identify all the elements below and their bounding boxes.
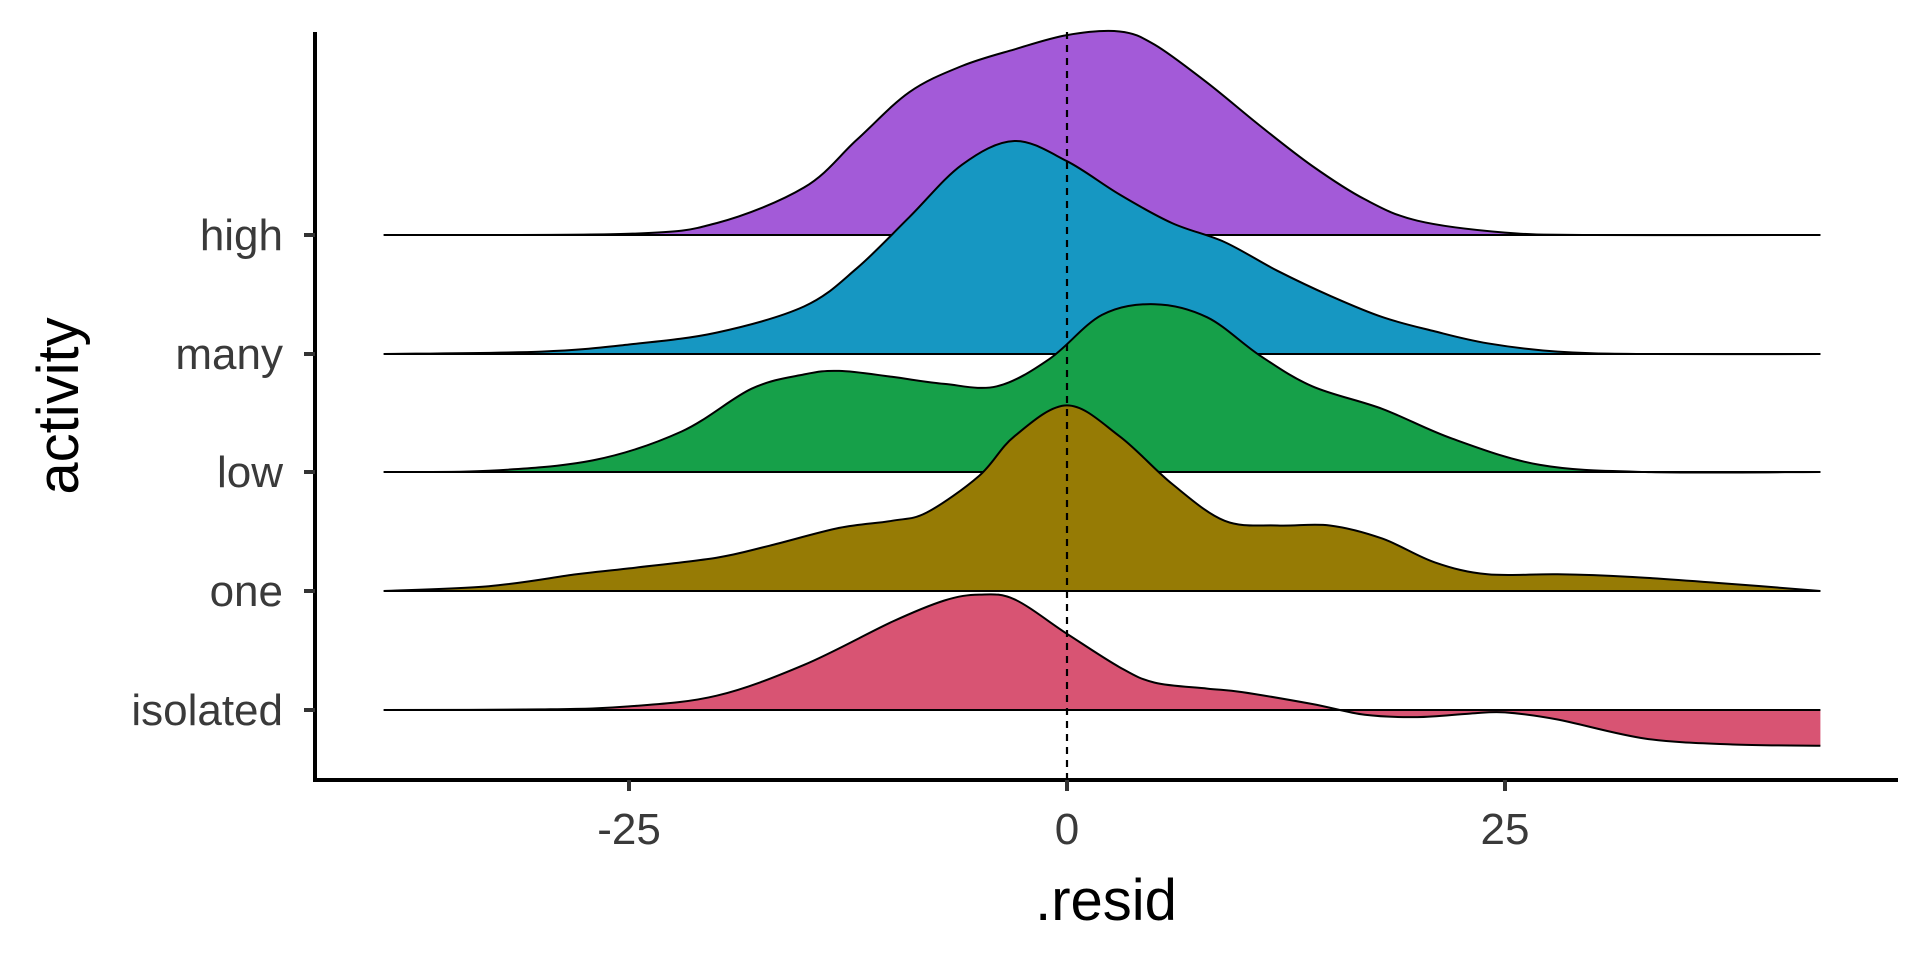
y-tick-label-one: one <box>210 567 283 616</box>
ridge-one <box>383 404 1821 592</box>
ridge-outline-low <box>383 303 1821 474</box>
ridge-outline-isolated <box>383 593 1821 747</box>
ridge-fill-one <box>383 405 1821 591</box>
ridge-fill-isolated <box>383 594 1821 746</box>
ridge-outline-one <box>383 404 1821 592</box>
x-ticks-layer: -25 0 25 <box>597 780 1529 854</box>
x-tick-label-25: 25 <box>1481 805 1530 854</box>
ridge-outline-high <box>383 29 1821 237</box>
y-tick-label-many: many <box>175 330 283 379</box>
ridge-outline-many <box>383 139 1821 356</box>
ridge-isolated <box>383 593 1821 747</box>
y-ticks-layer: isolated one low many high <box>131 211 315 735</box>
ridge-fill-low <box>383 304 1821 473</box>
ridge-fill-many <box>383 140 1821 355</box>
axes-layer <box>313 32 1898 782</box>
y-axis-title: activity <box>26 317 91 494</box>
ridges-layer <box>383 29 1821 747</box>
y-tick-label-low: low <box>217 448 283 497</box>
x-axis-title: .resid <box>1035 868 1177 933</box>
x-tick-label--25: -25 <box>597 805 661 854</box>
y-tick-label-high: high <box>200 211 283 260</box>
y-tick-label-isolated: isolated <box>131 686 283 735</box>
x-tick-label-0: 0 <box>1055 805 1079 854</box>
ridge-fill-high <box>383 30 1821 236</box>
